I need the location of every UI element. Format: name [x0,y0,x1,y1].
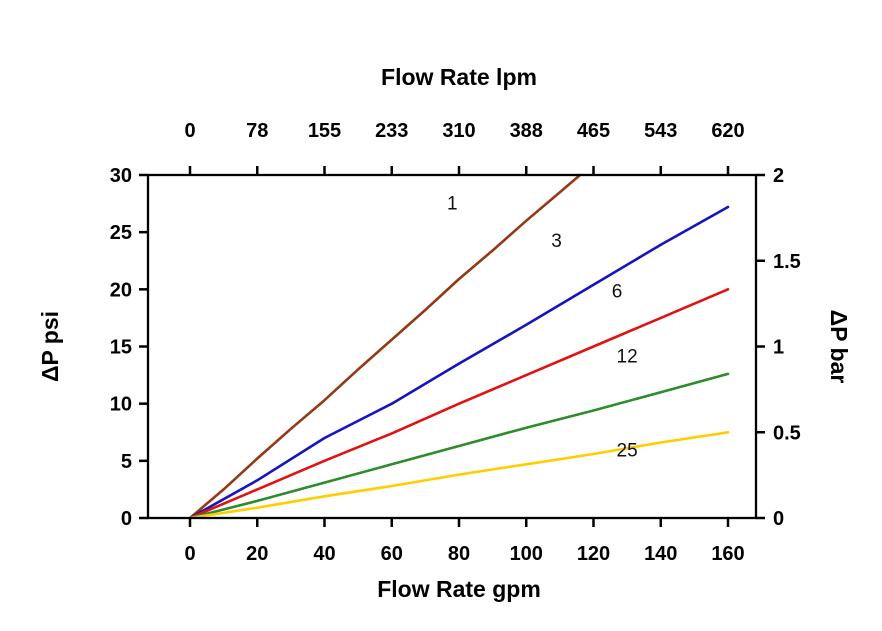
top-axis-tick-label: 78 [246,120,268,142]
bottom-axis-tick-label: 20 [246,543,268,565]
series-line-6 [188,288,730,520]
bottom-axis-tick-label: 120 [577,543,610,565]
right-axis-tick-label: 1.5 [773,251,801,273]
right-axis-tick-label: 0.5 [773,422,801,444]
bottom-axis-tick-label: 60 [381,543,403,565]
right-axis-title: ΔP bar [826,310,852,384]
series-label-1: 1 [447,193,458,214]
bottom-axis-tick-label: 0 [184,543,195,565]
top-axis-title: Flow Rate lpm [381,64,537,90]
bottom-axis-tick-label: 140 [644,543,677,565]
series-line-3 [188,205,730,520]
left-axis-tick-label: 0 [121,508,132,530]
top-axis-tick-label: 543 [644,120,677,142]
series-label-3: 3 [551,231,562,252]
top-axis-tick-label: 310 [442,120,475,142]
series-line-12 [188,372,730,520]
left-axis-tick-label: 20 [110,279,132,301]
right-axis-tick-label: 1 [773,337,784,359]
bottom-axis-title: Flow Rate gpm [377,576,541,602]
top-axis-tick-label: 465 [577,120,610,142]
top-axis-tick-label: 388 [510,120,543,142]
left-axis-title: ΔP psi [37,311,63,382]
bottom-axis-tick-label: 80 [448,543,470,565]
series-label-12: 12 [617,347,638,368]
left-axis-tick-label: 15 [110,337,132,359]
top-axis-tick-label: 233 [375,120,408,142]
series-line-1 [188,173,582,520]
top-axis-tick-label: 620 [711,120,744,142]
right-axis-tick-label: 0 [773,508,784,530]
top-axis-tick-label: 155 [308,120,341,142]
bottom-axis-tick-label: 160 [711,543,744,565]
left-axis-tick-label: 10 [110,394,132,416]
bottom-axis-tick-label: 40 [313,543,335,565]
bottom-axis-tick-label: 100 [510,543,543,565]
left-axis-tick-label: 25 [110,222,132,244]
right-axis-tick-label: 2 [773,165,784,187]
series-label-6: 6 [612,281,623,302]
left-axis-tick-label: 30 [110,165,132,187]
top-axis-tick-label: 0 [184,120,195,142]
series-line-25 [188,431,730,520]
left-axis-tick-label: 5 [121,451,132,473]
series-label-25: 25 [617,440,638,461]
